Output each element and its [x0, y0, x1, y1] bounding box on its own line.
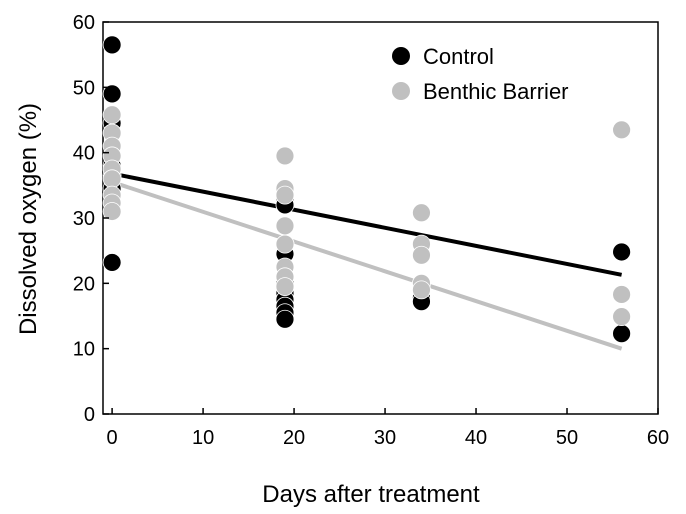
point-control — [102, 84, 122, 104]
point-benthic-barrier — [275, 277, 295, 297]
point-benthic-barrier — [275, 146, 295, 166]
legend-marker-benthic-barrier — [392, 82, 410, 100]
x-axis: 0 10 20 30 40 50 60 — [107, 408, 669, 449]
trend-line-control — [111, 171, 622, 277]
legend: Control Benthic Barrier — [392, 44, 569, 104]
x-tick-label: 50 — [556, 427, 578, 449]
legend-label-benthic-barrier: Benthic Barrier — [423, 79, 569, 104]
point-benthic-barrier — [412, 245, 431, 265]
plot-frame — [102, 21, 659, 415]
y-axis-title: Dissolved oxygen (%) — [15, 103, 42, 335]
point-benthic-barrier — [275, 185, 295, 205]
x-tick-label: 60 — [647, 427, 669, 449]
point-control — [102, 35, 122, 55]
point-benthic-barrier — [102, 202, 122, 221]
point-benthic-barrier — [275, 234, 295, 254]
point-benthic-barrier — [412, 203, 431, 223]
y-tick-label: 50 — [73, 77, 95, 99]
y-axis: 0 10 20 30 40 50 60 — [73, 12, 109, 426]
legend-marker-control — [392, 47, 410, 65]
point-benthic-barrier — [275, 216, 295, 236]
y-tick-label: 40 — [73, 143, 95, 165]
y-tick-label: 10 — [73, 339, 95, 361]
y-tick-label: 0 — [84, 404, 95, 426]
x-tick-label: 10 — [192, 427, 214, 449]
point-control — [275, 309, 295, 329]
y-tick-label: 20 — [73, 273, 95, 295]
legend-label-control: Control — [423, 44, 494, 69]
x-axis-title: Days after treatment — [262, 481, 480, 508]
point-benthic-barrier — [612, 285, 632, 304]
point-benthic-barrier — [612, 120, 632, 140]
point-benthic-barrier — [612, 307, 632, 327]
point-benthic-barrier — [102, 169, 122, 189]
point-benthic-barrier — [412, 280, 431, 300]
point-control — [612, 242, 632, 262]
plot-area — [102, 21, 659, 415]
point-control — [612, 324, 632, 344]
x-tick-label: 30 — [374, 427, 396, 449]
x-tick-label: 0 — [107, 427, 118, 449]
x-tick-label: 20 — [283, 427, 305, 449]
point-benthic-barrier — [102, 105, 122, 125]
y-tick-label: 60 — [73, 12, 95, 34]
trend-line-benthic-barrier — [111, 180, 623, 351]
x-tick-label: 40 — [465, 427, 487, 449]
point-control — [102, 253, 122, 272]
y-tick-label: 30 — [73, 208, 95, 230]
